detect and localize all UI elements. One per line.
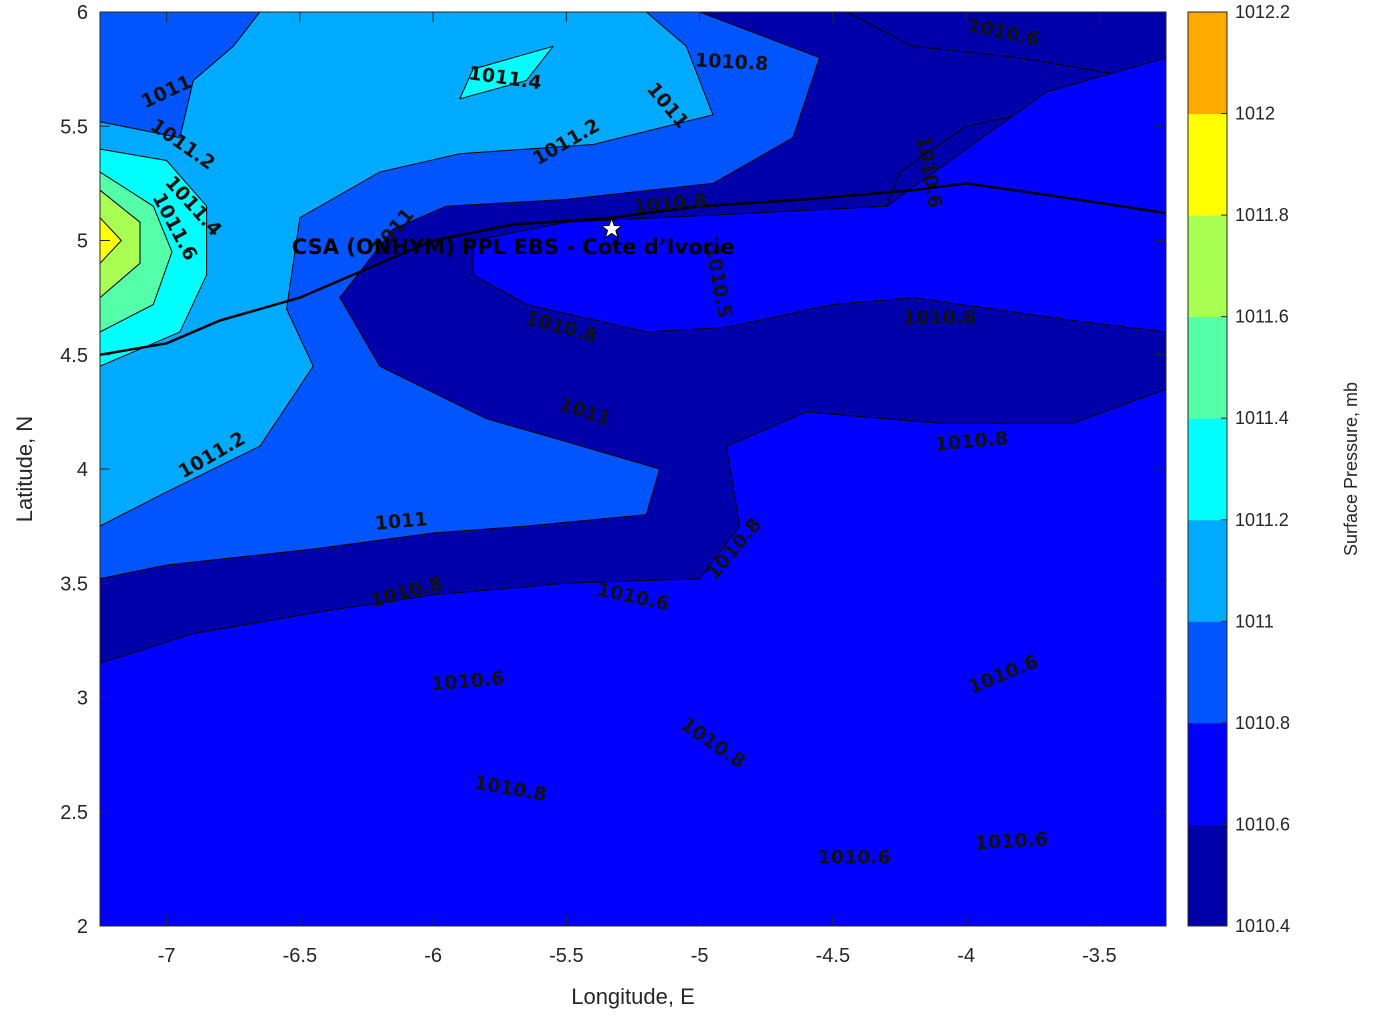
y-tick-label: 3.5 bbox=[60, 573, 88, 595]
y-tick-label: 3 bbox=[77, 688, 88, 710]
contour-label: 1011 bbox=[374, 508, 429, 535]
colorbar-segment bbox=[1188, 824, 1227, 927]
contour-region-1011-8 bbox=[100, 217, 122, 264]
contour-region-1010-6 bbox=[100, 388, 1166, 926]
colorbar-tick-label: 1012 bbox=[1235, 104, 1275, 124]
colorbar-segment bbox=[1188, 519, 1227, 622]
y-tick-label: 5.5 bbox=[60, 116, 88, 138]
axes: -7 -6.5 -6 -5.5 -5 -4.5 -4 -3.5 2 2.5 3 3.5 4 4.5 5 5.5… bbox=[60, 2, 1166, 967]
colorbar-label: Surface Pressure, mb bbox=[1341, 382, 1361, 556]
coastline-line bbox=[100, 182, 1166, 357]
contour-label: 1010.6 bbox=[818, 846, 891, 868]
colorbar: 1010.4 1010.6 1010.8 1011 1011.2 1011.4 1011.6… bbox=[1187, 2, 1290, 936]
colorbar-tick-label: 1011 bbox=[1235, 611, 1274, 631]
colorbar-segment bbox=[1188, 722, 1227, 825]
colorbar-segment bbox=[1188, 621, 1227, 724]
colorbar-segment bbox=[1188, 316, 1227, 419]
x-tick-label: -5.5 bbox=[549, 945, 583, 967]
x-tick-label: -6 bbox=[424, 945, 442, 967]
x-tick-label: -4 bbox=[957, 945, 975, 967]
colorbar-tick-label: 1011.4 bbox=[1235, 408, 1289, 428]
contour-label: 1010.6 bbox=[974, 829, 1048, 855]
site-label: CSA (ONHYM) PPL EBS - Cote d’Ivorie bbox=[292, 235, 735, 259]
y-axis-label: Latitude, N bbox=[12, 416, 37, 522]
colorbar-segment bbox=[1188, 113, 1227, 216]
x-axis-label: Longitude, E bbox=[571, 984, 695, 1009]
y-tick-label: 5 bbox=[77, 231, 88, 253]
colorbar-tick-label: 1010.4 bbox=[1235, 916, 1290, 936]
contour-label: 1010.8 bbox=[903, 307, 976, 329]
y-tick-label: 6 bbox=[77, 2, 88, 24]
contour-region-1011-6 bbox=[100, 189, 141, 299]
colorbar-segment bbox=[1188, 12, 1227, 115]
colorbar-tick-label: 1011.6 bbox=[1235, 307, 1289, 327]
coastline bbox=[100, 182, 1166, 357]
x-tick-label: -6.5 bbox=[283, 945, 317, 967]
x-tick-label: -4.5 bbox=[816, 945, 850, 967]
x-tick-label: -3.5 bbox=[1082, 945, 1116, 967]
y-tick-label: 4 bbox=[77, 459, 88, 481]
colorbar-segment bbox=[1188, 418, 1227, 521]
colorbar-tick-label: 1010.6 bbox=[1235, 814, 1290, 834]
y-tick-label: 4.5 bbox=[60, 345, 88, 367]
colorbar-tick-label: 1012.2 bbox=[1235, 2, 1290, 22]
contour-regions bbox=[100, 12, 1166, 926]
colorbar-tick-label: 1010.8 bbox=[1235, 713, 1290, 733]
y-tick-label: 2 bbox=[77, 916, 88, 938]
contour-region-1011-2 bbox=[459, 45, 554, 100]
colorbar-segment bbox=[1188, 215, 1227, 318]
y-tick-label: 2.5 bbox=[60, 802, 88, 824]
contour-label: 1010.8 bbox=[694, 49, 768, 75]
contour-region-1011 bbox=[100, 12, 714, 527]
colorbar-tick-label: 1011.2 bbox=[1235, 510, 1289, 530]
x-tick-label: -5 bbox=[691, 945, 709, 967]
colorbar-tick-label: 1011.8 bbox=[1235, 205, 1289, 225]
contour-region-1010-6 bbox=[472, 57, 1166, 333]
colorbar-frame bbox=[1187, 11, 1228, 927]
site-marker-group: CSA (ONHYM) PPL EBS - Cote d’Ivorie bbox=[292, 216, 735, 259]
site-star-icon bbox=[599, 216, 624, 240]
x-tick-label: -7 bbox=[158, 945, 176, 967]
